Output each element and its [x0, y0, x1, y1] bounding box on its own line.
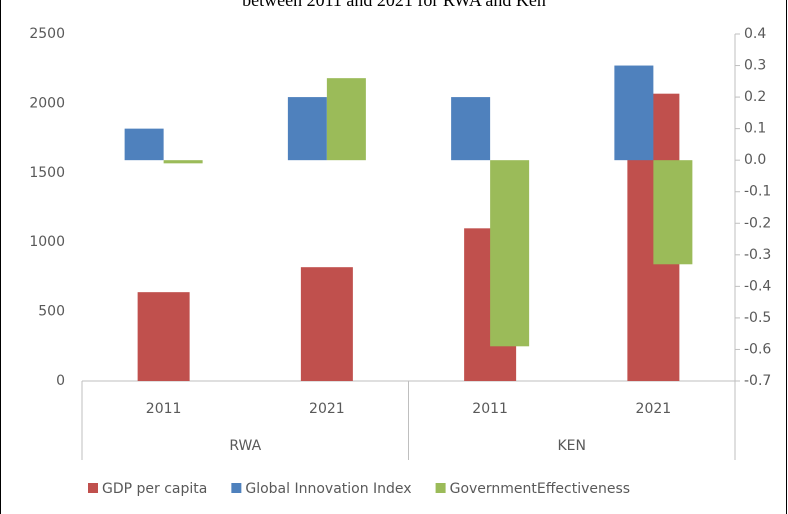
bar	[124, 128, 164, 161]
y-tick-label: 500	[38, 304, 65, 320]
bar	[653, 160, 693, 265]
y2-tick-label: 0.2	[744, 89, 766, 105]
x-tick-label: 2021	[636, 401, 672, 417]
y2-tick-label: 0.4	[744, 26, 766, 42]
bar	[163, 160, 203, 164]
bar	[614, 65, 654, 161]
y2-tick-label: -0.3	[744, 247, 771, 263]
y-tick-label: 0	[56, 373, 65, 389]
y2-tick-label: -0.2	[744, 215, 771, 231]
y2-tick-label: -0.1	[744, 184, 771, 200]
y2-tick-label: -0.7	[744, 373, 771, 389]
legend-label: GovernmentEffectiveness	[450, 481, 630, 497]
bar	[451, 97, 491, 161]
bar	[137, 292, 190, 381]
chart-title: between 2011 and 2021 for RWA and Ken	[242, 0, 546, 10]
bar	[287, 97, 327, 161]
bar	[300, 267, 353, 381]
bar	[326, 78, 366, 161]
group-label: RWA	[229, 438, 261, 454]
y2-tick-label: 0.0	[744, 152, 766, 168]
legend-label: GDP per capita	[102, 481, 207, 497]
y-tick-label: 2000	[29, 95, 65, 111]
legend-swatch	[435, 483, 446, 493]
y2-tick-label: -0.4	[744, 278, 771, 294]
y2-tick-label: -0.5	[744, 310, 771, 326]
legend-swatch	[88, 483, 98, 493]
legend-swatch	[231, 483, 242, 493]
group-label: KEN	[558, 438, 587, 454]
y-tick-label: 2500	[29, 26, 65, 42]
y2-tick-label: 0.1	[744, 121, 766, 137]
bar	[490, 160, 530, 347]
y2-tick-label: -0.6	[744, 341, 771, 357]
y-tick-label: 1500	[29, 165, 65, 181]
x-tick-label: 2011	[472, 401, 508, 417]
y2-tick-label: 0.3	[744, 58, 766, 74]
x-tick-label: 2011	[146, 401, 182, 417]
y-tick-label: 1000	[29, 234, 65, 250]
legend-label: Global Innovation Index	[245, 481, 411, 497]
x-tick-label: 2021	[309, 401, 345, 417]
